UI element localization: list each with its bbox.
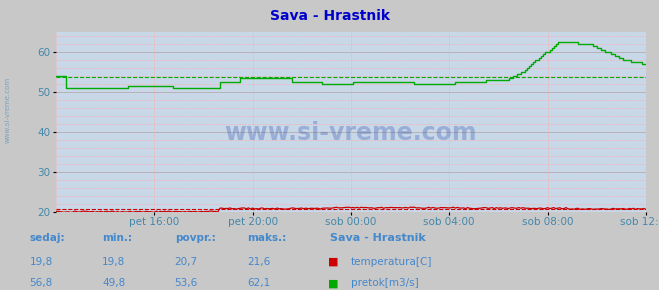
Text: 53,6: 53,6 bbox=[175, 278, 198, 288]
Text: maks.:: maks.: bbox=[247, 233, 287, 243]
Text: 56,8: 56,8 bbox=[30, 278, 53, 288]
Text: ■: ■ bbox=[328, 257, 339, 267]
Text: Sava - Hrastnik: Sava - Hrastnik bbox=[270, 9, 389, 23]
Text: temperatura[C]: temperatura[C] bbox=[351, 257, 432, 267]
Text: 19,8: 19,8 bbox=[30, 257, 53, 267]
Text: sedaj:: sedaj: bbox=[30, 233, 65, 243]
Text: ■: ■ bbox=[328, 278, 339, 288]
Text: www.si-vreme.com: www.si-vreme.com bbox=[5, 77, 11, 143]
Text: 21,6: 21,6 bbox=[247, 257, 270, 267]
Text: pretok[m3/s]: pretok[m3/s] bbox=[351, 278, 418, 288]
Text: 20,7: 20,7 bbox=[175, 257, 198, 267]
Text: 62,1: 62,1 bbox=[247, 278, 270, 288]
Text: Sava - Hrastnik: Sava - Hrastnik bbox=[330, 233, 425, 243]
Text: 19,8: 19,8 bbox=[102, 257, 125, 267]
Text: min.:: min.: bbox=[102, 233, 132, 243]
Text: 49,8: 49,8 bbox=[102, 278, 125, 288]
Text: www.si-vreme.com: www.si-vreme.com bbox=[225, 121, 477, 145]
Text: povpr.:: povpr.: bbox=[175, 233, 215, 243]
